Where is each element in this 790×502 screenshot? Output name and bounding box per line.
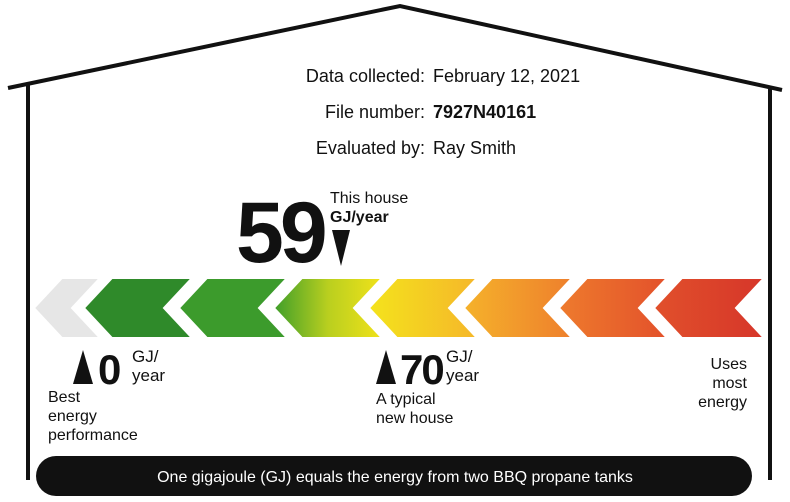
best-caption: energy: [48, 408, 97, 425]
rating-pointer: [332, 230, 350, 266]
detail-value: February 12, 2021: [433, 66, 580, 86]
worst-caption: energy: [698, 394, 747, 411]
chevron: [82, 277, 195, 339]
best-caption: performance: [48, 427, 138, 444]
detail-label: File number:: [325, 102, 425, 122]
chevron: [367, 277, 480, 339]
chevron: [272, 277, 385, 339]
typical-value: 70: [400, 346, 443, 393]
best-unit: GJ/: [132, 347, 159, 366]
best-value: 0: [98, 346, 121, 393]
chevron: [32, 277, 103, 339]
chevron: [177, 277, 290, 339]
worst-caption: most: [712, 375, 747, 392]
rating-value: 59: [236, 185, 325, 281]
worst-caption: Uses: [711, 356, 747, 373]
detail-label: Evaluated by:: [316, 138, 425, 158]
footer-text: One gigajoule (GJ) equals the energy fro…: [157, 469, 633, 486]
rating-unit: GJ/year: [330, 209, 389, 226]
details: Data collected: February 12, 2021 File n…: [306, 66, 580, 158]
rating-caption: This house: [330, 190, 408, 207]
best-caption: Best: [48, 389, 81, 406]
typical-unit: GJ/: [446, 347, 473, 366]
detail-label: Data collected:: [306, 66, 425, 86]
house-outline: [7, 3, 783, 92]
typical-caption: A typical: [376, 391, 436, 408]
typical-caption: new house: [376, 410, 453, 427]
typical-unit: year: [446, 366, 479, 385]
detail-value: 7927N40161: [433, 102, 536, 122]
chevron: [462, 277, 575, 339]
chevron: [557, 277, 670, 339]
footer-band: [36, 456, 752, 496]
typical-pointer: [376, 350, 396, 384]
chevron: [652, 277, 767, 339]
best-pointer: [73, 350, 93, 384]
best-unit: year: [132, 366, 165, 385]
detail-value: Ray Smith: [433, 138, 516, 158]
scale-bar: [32, 277, 767, 339]
